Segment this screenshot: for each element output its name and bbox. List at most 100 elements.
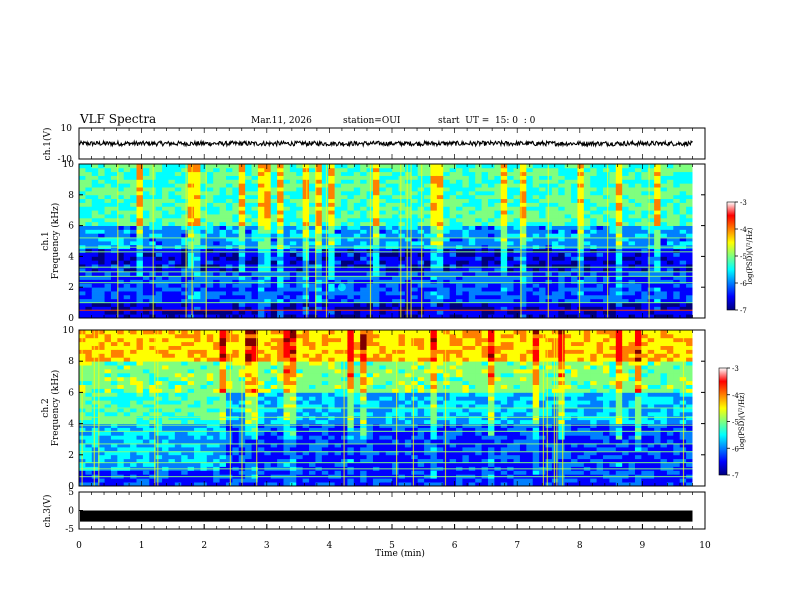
spec-cell [213, 253, 220, 257]
spec-cell [111, 233, 118, 237]
spec-cell [85, 256, 92, 260]
spec-cell [92, 435, 99, 439]
spec-cell [482, 241, 489, 245]
spec-cell [156, 303, 163, 307]
spec-cell [335, 168, 342, 172]
spec-cell [156, 365, 163, 369]
spec-cell [514, 283, 521, 287]
spec-cell [143, 439, 150, 443]
spec-cell [341, 233, 348, 237]
spec-cell [673, 218, 680, 222]
spec-cell [296, 195, 303, 199]
spec-cell [673, 226, 680, 230]
spec-cell [175, 260, 182, 264]
spec-cell [130, 241, 137, 245]
spec-cell [411, 206, 418, 210]
spec-cell [85, 241, 92, 245]
spec-cell [124, 222, 131, 226]
spec-cell [661, 291, 668, 295]
spec-cell [130, 287, 137, 291]
spec-cell [450, 187, 457, 191]
spec-cell [258, 164, 265, 168]
spec-cell [303, 176, 310, 180]
spec-cell [137, 439, 144, 443]
spec-cell [226, 260, 233, 264]
spec-cell [673, 210, 680, 214]
spec-cell [105, 478, 112, 482]
spec-cell [258, 214, 265, 218]
spec-cell [667, 210, 674, 214]
spec-cell [175, 283, 182, 287]
spec-cell [207, 381, 214, 385]
spec-cell [181, 260, 188, 264]
spec-cell [584, 226, 591, 230]
spec-cell [168, 295, 175, 299]
spec-cell [188, 199, 195, 203]
spec-cell [616, 183, 623, 187]
spec-cell [188, 353, 195, 357]
spec-cell [252, 203, 259, 207]
spec-cell [252, 222, 259, 226]
spec-cell [168, 439, 175, 443]
spec-cell [673, 191, 680, 195]
spec-cell [264, 222, 271, 226]
spec-cell [399, 226, 406, 230]
spec-cell [469, 183, 476, 187]
spec-cell [341, 168, 348, 172]
spec-cell [92, 179, 99, 183]
spec-cell [641, 172, 648, 176]
spec-cell [680, 206, 687, 210]
spec-cell [354, 206, 361, 210]
spec-cell [258, 179, 265, 183]
spec-cell [130, 431, 137, 435]
spec-cell [137, 377, 144, 381]
spec-cell [207, 303, 214, 307]
spec-cell [156, 260, 163, 264]
spec-cell [232, 396, 239, 400]
spec-cell [641, 206, 648, 210]
spec-cell [226, 478, 233, 482]
spec-cell [347, 179, 354, 183]
spec-cell [629, 283, 636, 287]
spec-cell [418, 199, 425, 203]
spec-cell [526, 287, 533, 291]
spec-cell [482, 287, 489, 291]
spec-cell [641, 203, 648, 207]
spec-cell [207, 334, 214, 338]
spec-cell [584, 164, 591, 168]
spec-cell [654, 187, 661, 191]
event-marker [338, 283, 346, 291]
spec-cell [239, 203, 246, 207]
spec-cell [635, 183, 642, 187]
spec-cell [360, 287, 367, 291]
spec-cell [609, 287, 616, 291]
spec-cell [220, 210, 227, 214]
spec-cell [98, 283, 105, 287]
spec-cell [232, 218, 239, 222]
spec-cell [143, 187, 150, 191]
spec-cell [373, 218, 380, 222]
spec-cell [245, 400, 252, 404]
spec-cell [162, 361, 169, 365]
spec-cell [85, 218, 92, 222]
spec-cell [315, 210, 322, 214]
spec-cell [200, 408, 207, 412]
spec-cell [130, 342, 137, 346]
spec-cell [533, 226, 540, 230]
spec-cell [226, 435, 233, 439]
spec-cell [220, 338, 227, 342]
spec-cell [590, 295, 597, 299]
spec-cell [661, 226, 668, 230]
spec-cell [475, 206, 482, 210]
spec-cell [85, 369, 92, 373]
spec-cell [252, 199, 259, 203]
spec-cell [661, 199, 668, 203]
spec-cell [386, 295, 393, 299]
spec-cell [565, 218, 572, 222]
spec-cell [635, 283, 642, 287]
spec-cell [181, 233, 188, 237]
spec-cell [130, 330, 137, 334]
spec-cell [232, 350, 239, 354]
spec-cell [577, 291, 584, 295]
spec-cell [341, 191, 348, 195]
